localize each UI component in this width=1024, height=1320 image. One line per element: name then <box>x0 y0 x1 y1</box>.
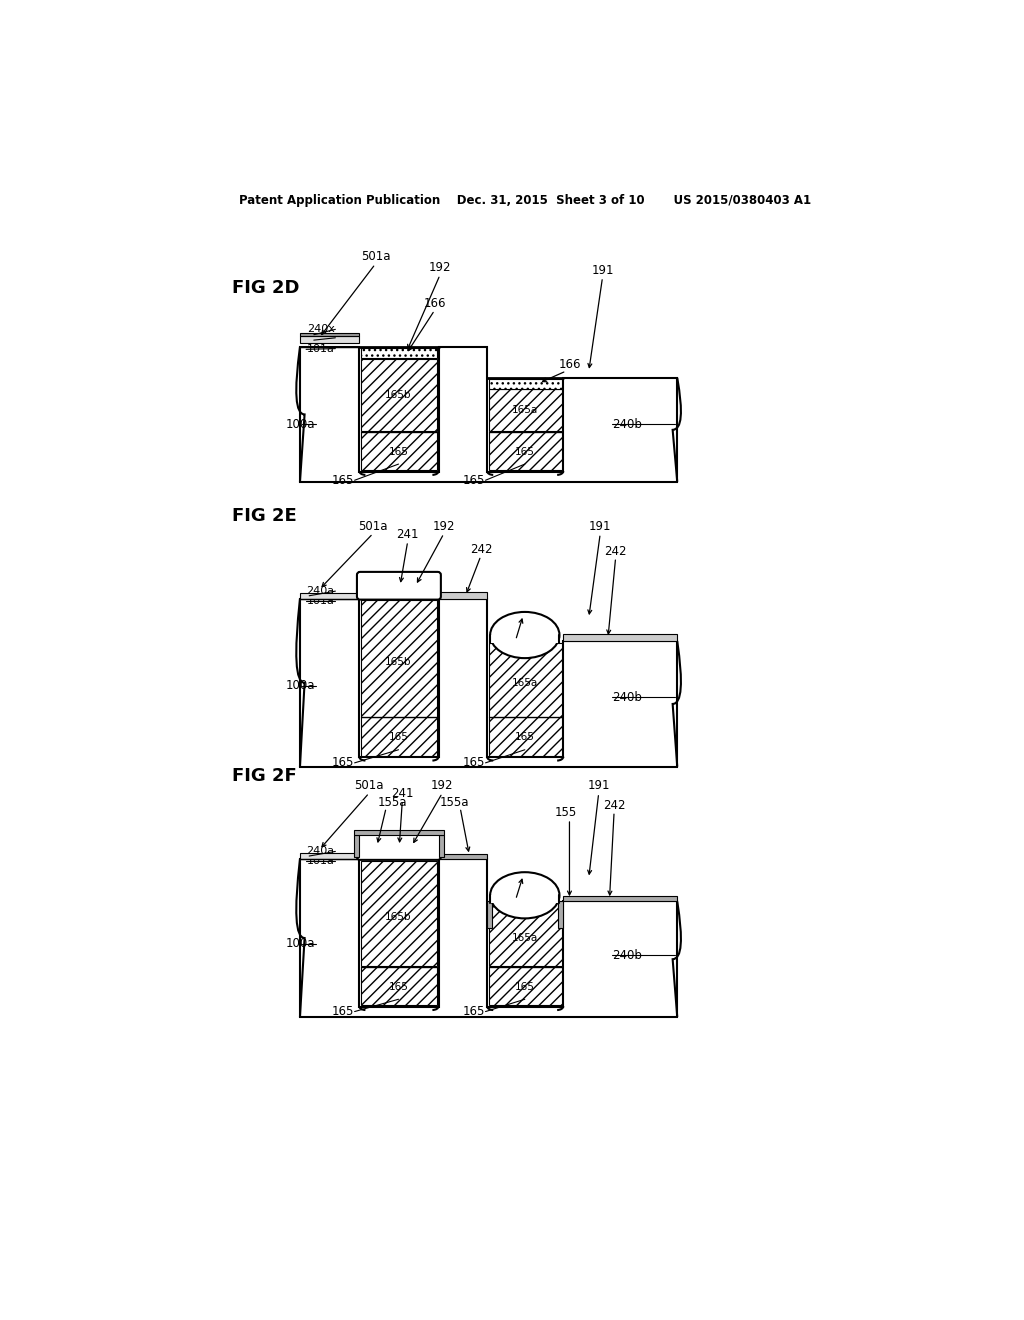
Text: 166: 166 <box>558 358 581 371</box>
Text: 165b: 165b <box>385 389 412 400</box>
Text: FIG 2E: FIG 2E <box>232 507 297 525</box>
Text: 165a: 165a <box>512 933 538 942</box>
Bar <box>360 432 437 470</box>
Text: 101a: 101a <box>307 857 335 866</box>
Bar <box>360 359 437 430</box>
Text: 191: 191 <box>589 520 611 533</box>
Text: 241: 241 <box>396 528 419 541</box>
Text: 165a: 165a <box>512 677 538 688</box>
Text: 166: 166 <box>424 297 446 310</box>
Text: 240a: 240a <box>306 333 335 343</box>
FancyBboxPatch shape <box>357 832 441 859</box>
Text: 192: 192 <box>429 261 452 275</box>
Text: 165a: 165a <box>512 405 538 416</box>
Text: 165: 165 <box>463 474 484 487</box>
Text: 165: 165 <box>388 733 409 742</box>
Text: 165: 165 <box>388 446 409 457</box>
Bar <box>558 902 563 928</box>
Bar <box>563 896 677 902</box>
Bar <box>488 379 562 388</box>
Text: 240a: 240a <box>306 586 335 597</box>
Bar <box>490 635 559 643</box>
Text: 165: 165 <box>332 756 354 770</box>
Text: 501a: 501a <box>354 779 384 792</box>
Bar <box>438 591 487 599</box>
Bar <box>490 895 559 903</box>
Bar <box>488 389 562 430</box>
Text: 501a: 501a <box>358 520 388 533</box>
Text: 165: 165 <box>515 733 535 742</box>
Text: FIG 2F: FIG 2F <box>232 767 297 785</box>
Bar <box>488 718 562 756</box>
Bar <box>438 836 444 857</box>
Bar <box>360 601 437 717</box>
FancyBboxPatch shape <box>357 572 441 599</box>
Text: 240b: 240b <box>612 690 642 704</box>
Text: FIG 2D: FIG 2D <box>232 279 300 297</box>
Text: 242: 242 <box>603 799 626 812</box>
Text: 101a: 101a <box>307 597 335 606</box>
Text: 501a: 501a <box>360 251 390 264</box>
Text: 165: 165 <box>332 1005 354 1018</box>
Text: 165: 165 <box>515 982 535 991</box>
Polygon shape <box>300 599 677 767</box>
Text: 165: 165 <box>463 1005 484 1018</box>
Bar <box>360 966 437 1006</box>
Text: 242: 242 <box>470 543 493 556</box>
Bar <box>360 861 437 966</box>
Text: 240b: 240b <box>612 417 642 430</box>
Text: 165b: 165b <box>385 657 412 667</box>
Bar <box>360 348 437 358</box>
Ellipse shape <box>490 612 559 659</box>
Text: 192: 192 <box>431 779 454 792</box>
Text: 100a: 100a <box>286 417 315 430</box>
Bar <box>487 902 493 928</box>
Text: 155: 155 <box>554 807 577 820</box>
Polygon shape <box>300 859 677 1016</box>
Text: 100a: 100a <box>286 680 315 693</box>
Text: 101a: 101a <box>307 343 335 354</box>
Bar <box>438 854 487 859</box>
Text: 240x: 240x <box>307 325 335 334</box>
Text: 241: 241 <box>504 887 526 900</box>
Text: Patent Application Publication    Dec. 31, 2015  Sheet 3 of 10       US 2015/038: Patent Application Publication Dec. 31, … <box>239 194 811 207</box>
Text: 240b: 240b <box>612 949 642 962</box>
Text: 165b: 165b <box>385 912 412 921</box>
Bar <box>300 593 359 599</box>
Polygon shape <box>300 347 677 482</box>
Ellipse shape <box>490 873 559 919</box>
Bar <box>360 718 437 756</box>
Text: 100a: 100a <box>286 937 315 950</box>
Text: 191: 191 <box>591 264 613 277</box>
Bar <box>300 333 359 337</box>
Text: 241: 241 <box>504 628 526 640</box>
Bar <box>488 643 562 717</box>
Text: 192: 192 <box>433 520 456 533</box>
Text: 191: 191 <box>588 779 610 792</box>
Text: 155a: 155a <box>439 796 469 809</box>
Text: 155a: 155a <box>378 796 408 809</box>
Text: 165: 165 <box>332 474 354 487</box>
Bar <box>354 830 444 836</box>
Bar <box>300 337 359 343</box>
Text: 165: 165 <box>388 982 409 991</box>
Text: 242: 242 <box>604 545 627 557</box>
Text: 165: 165 <box>463 756 484 770</box>
Bar <box>563 635 677 642</box>
Text: 165: 165 <box>515 446 535 457</box>
Text: 240a: 240a <box>306 846 335 857</box>
Bar <box>488 966 562 1006</box>
Bar <box>300 853 359 859</box>
Bar <box>354 836 359 857</box>
Text: 241: 241 <box>391 787 414 800</box>
Bar <box>488 432 562 470</box>
Bar <box>488 903 562 966</box>
